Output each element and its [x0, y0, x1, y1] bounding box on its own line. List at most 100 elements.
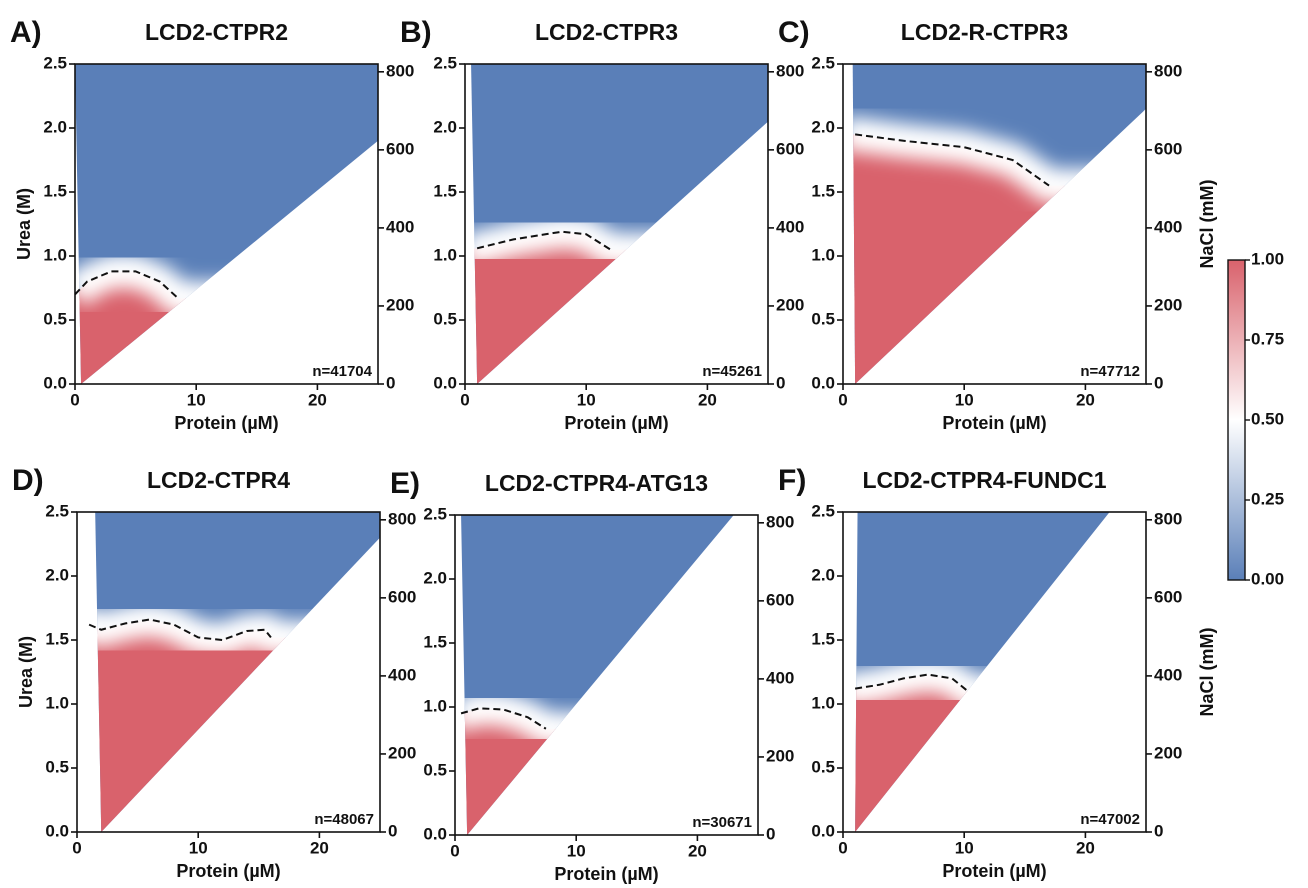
y-tick-label: 2.0: [423, 568, 447, 587]
plot-frame: [842, 63, 1147, 385]
y2-tick-label: 800: [776, 61, 804, 80]
y-tick-label: 2.5: [433, 53, 457, 72]
x-axis-label: Protein (µM): [942, 413, 1046, 433]
y-tick-label: 0.0: [45, 821, 69, 840]
chart-title: LCD2-R-CTPR3: [901, 19, 1068, 45]
colorbar-tick-label: 0.50: [1251, 409, 1284, 428]
y-tick-label: 0.0: [811, 821, 835, 840]
boundary-line: [88, 618, 272, 642]
x-axis-label: Protein (µM): [554, 864, 658, 884]
phase-regions: [95, 602, 380, 832]
sample-count: n=47712: [1080, 363, 1140, 380]
panel-label: B): [400, 16, 432, 49]
sample-count: n=41704: [312, 363, 372, 380]
colorbar-tick-label: 1.00: [1251, 249, 1284, 268]
y-tick-label: 1.5: [45, 629, 69, 648]
x-axis-label: Protein (µM): [564, 413, 668, 433]
panel-label: A): [10, 16, 42, 49]
y2-tick-label: 400: [386, 217, 414, 236]
y-tick-label: 0.0: [43, 373, 67, 392]
y-tick-label: 0.5: [433, 309, 457, 328]
phase-regions: [471, 214, 768, 384]
x-tick-label: 0: [838, 390, 847, 409]
y-tick-label: 1.5: [811, 181, 835, 200]
y2-tick-label: 200: [1154, 295, 1182, 314]
x-axis-label: Protein (µM): [942, 861, 1046, 881]
colorbar-label: Phase Separation Probability: [1306, 295, 1308, 544]
x-tick-label: 10: [955, 838, 974, 857]
y2-tick-label: 400: [1154, 665, 1182, 684]
y-tick-label: 0.0: [433, 373, 457, 392]
boundary-line: [476, 230, 611, 251]
sample-count: n=48067: [314, 811, 374, 828]
y2-axis-label: NaCl (mM): [1197, 627, 1217, 716]
y-axis-label: Urea (M): [16, 636, 36, 708]
y-tick-label: 2.0: [433, 117, 457, 136]
colorbar-tick-label: 0.00: [1251, 569, 1284, 588]
x-tick-label: 0: [72, 838, 81, 857]
y-tick-label: 0.5: [811, 309, 835, 328]
plot-frame: [74, 63, 379, 385]
y2-tick-label: 400: [1154, 217, 1182, 236]
y2-tick-label: 600: [1154, 587, 1182, 606]
y-tick-label: 2.5: [423, 504, 447, 523]
phase-regions: [855, 657, 1146, 832]
panel-label: C): [778, 16, 810, 49]
y2-tick-label: 0: [1154, 373, 1163, 392]
chart-title: LCD2-CTPR3: [535, 19, 678, 45]
y-tick-label: 1.0: [811, 693, 835, 712]
sample-count: n=45261: [702, 363, 762, 380]
y2-tick-label: 200: [386, 295, 414, 314]
plot-frame: [464, 63, 769, 385]
colorbar-tick-label: 0.25: [1251, 489, 1284, 508]
y-tick-label: 0.5: [45, 757, 69, 776]
y-tick-label: 1.5: [811, 629, 835, 648]
panel-label: E): [390, 467, 420, 500]
x-tick-label: 0: [450, 841, 459, 860]
y-tick-label: 0.5: [423, 760, 447, 779]
plot-frame: [454, 514, 759, 836]
y2-tick-label: 400: [388, 665, 416, 684]
y-tick-label: 1.5: [433, 181, 457, 200]
data-cloud: [461, 515, 758, 835]
y2-tick-label: 0: [1154, 821, 1163, 840]
data-cloud: [855, 512, 1146, 832]
y-tick-label: 2.0: [45, 565, 69, 584]
plot-frame: [842, 511, 1147, 833]
panel-label: D): [12, 464, 44, 497]
y-tick-label: 2.5: [45, 501, 69, 520]
y2-tick-label: 200: [776, 295, 804, 314]
y-tick-label: 1.0: [45, 693, 69, 712]
y2-tick-label: 600: [776, 139, 804, 158]
y-tick-label: 1.5: [43, 181, 67, 200]
y2-tick-label: 800: [388, 509, 416, 528]
x-tick-label: 0: [70, 390, 79, 409]
boundary-line: [460, 707, 547, 730]
x-axis-label: Protein (µM): [174, 413, 278, 433]
y2-tick-label: 200: [766, 746, 794, 765]
y2-tick-label: 200: [388, 743, 416, 762]
x-tick-label: 20: [310, 838, 329, 857]
y-tick-label: 1.0: [811, 245, 835, 264]
y-tick-label: 1.0: [423, 696, 447, 715]
y2-tick-label: 600: [766, 590, 794, 609]
x-tick-label: 10: [567, 841, 586, 860]
panel-label: F): [778, 464, 806, 497]
y2-tick-label: 600: [1154, 139, 1182, 158]
y2-tick-label: 800: [1154, 509, 1182, 528]
y-tick-label: 0.0: [811, 373, 835, 392]
y-tick-label: 2.5: [811, 53, 835, 72]
y2-tick-label: 0: [766, 824, 775, 843]
y-tick-label: 2.0: [43, 117, 67, 136]
chart-title: LCD2-CTPR2: [145, 19, 288, 45]
y-tick-label: 1.0: [43, 245, 67, 264]
y-tick-label: 0.5: [43, 309, 67, 328]
x-tick-label: 20: [308, 390, 327, 409]
x-axis-label: Protein (µM): [176, 861, 280, 881]
chart-title: LCD2-CTPR4-FUNDC1: [862, 467, 1106, 493]
chart-title: LCD2-CTPR4-ATG13: [485, 470, 708, 496]
x-tick-label: 10: [187, 390, 206, 409]
x-tick-label: 20: [698, 390, 717, 409]
